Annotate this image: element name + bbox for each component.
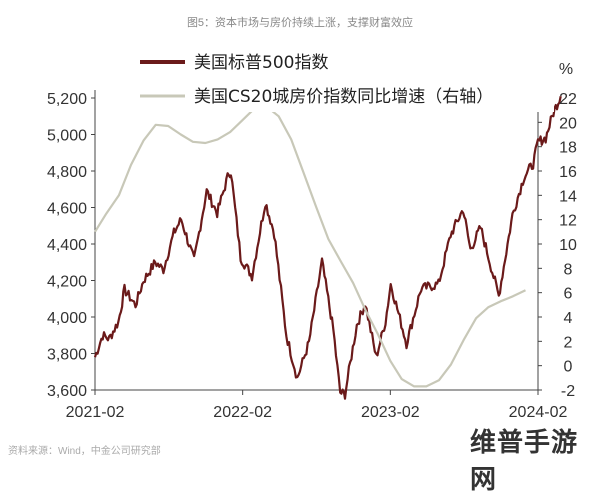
sp500-series-line [93, 95, 562, 400]
right-tick-label: 16 [559, 164, 577, 181]
legend-label: 美国CS20城房价指数同比增速（右轴） [194, 87, 493, 107]
left-tick-label: 4,400 [47, 237, 87, 254]
left-tick-label: 3,800 [47, 347, 87, 364]
left-tick-label: 4,600 [47, 201, 87, 218]
left-tick-label: 4,800 [47, 164, 87, 181]
right-tick-label: -2 [561, 383, 575, 400]
watermark: 维普手游网 [470, 427, 579, 494]
right-tick-label: 4 [564, 310, 573, 327]
left-tick-label: 5,000 [47, 128, 87, 145]
right-tick-label: 14 [559, 188, 577, 205]
figure-title: 图5：资本市场与房价持续上涨，支撑财富效应 [186, 17, 414, 29]
right-tick-label: 12 [559, 213, 577, 230]
cs20-series-line [94, 105, 526, 388]
source-note: 资料来源：Wind，中金公司研究部 [8, 446, 161, 457]
left-tick-label: 4,000 [47, 310, 87, 327]
x-tick-label: 2024-02 [509, 404, 568, 421]
right-axis-unit: % [559, 61, 573, 78]
right-tick-label: 2 [564, 334, 573, 351]
left-tick-label: 3,600 [47, 383, 87, 400]
right-tick-label: 22 [559, 91, 577, 108]
right-tick-label: 20 [559, 115, 577, 132]
right-tick-label: 8 [564, 261, 573, 278]
x-tick-label: 2022-02 [213, 404, 272, 421]
right-tick-label: 6 [564, 286, 573, 303]
legend-background [134, 46, 554, 112]
left-tick-label: 5,200 [47, 91, 87, 108]
chart-series [93, 95, 562, 400]
chart-tick-labels: 3,600 3,800 4,000 4,200 4,400 4,600 4,800 5,000… [47, 61, 577, 421]
legend-label: 美国标普500指数 [194, 53, 328, 73]
right-tick-label: 0 [564, 359, 573, 376]
chart-axes [91, 90, 542, 395]
right-tick-label: 18 [559, 140, 577, 157]
left-tick-label: 4,200 [47, 274, 87, 291]
right-tick-label: 10 [559, 237, 577, 254]
x-tick-label: 2021-02 [66, 404, 125, 421]
x-tick-label: 2023-02 [361, 404, 420, 421]
